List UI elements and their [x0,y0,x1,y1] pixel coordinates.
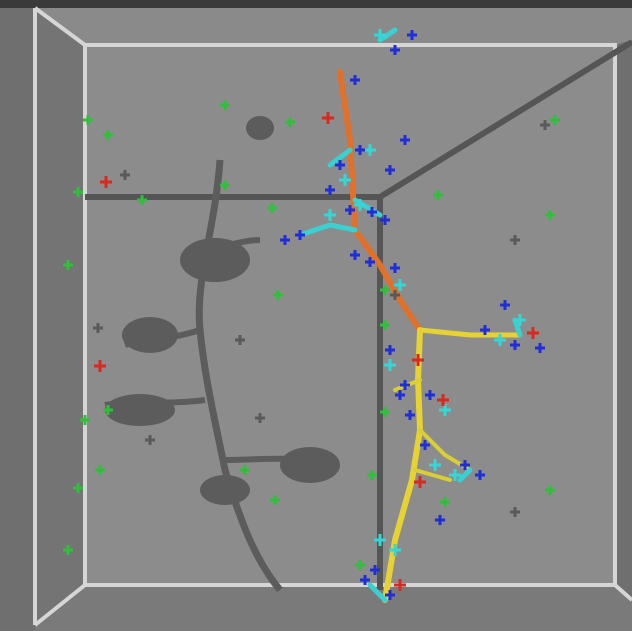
left-wall [35,8,85,625]
ceiling-wall [35,8,632,45]
shadow-blob [200,475,250,505]
shadow-blob [122,317,178,353]
viewport-3d [0,0,632,631]
shadow-blob [280,447,340,483]
shadow-blob [180,238,250,282]
floor-wall [35,585,632,631]
top-bar [0,0,632,8]
page: (() => { const g = document.getElementBy… [0,0,632,631]
shadow-blob [246,116,274,140]
shadow-blob [105,394,175,426]
